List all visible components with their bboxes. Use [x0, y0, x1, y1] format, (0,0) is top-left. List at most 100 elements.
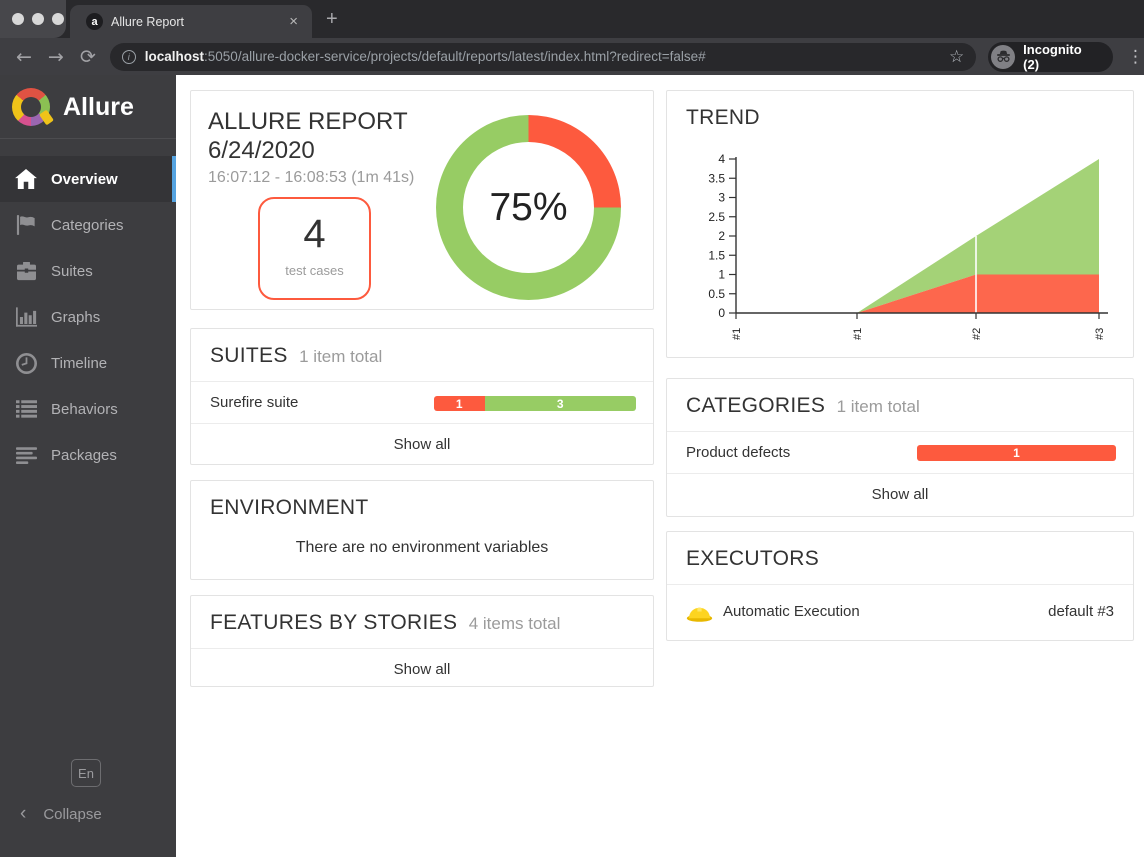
suites-subtitle: 1 item total — [299, 347, 383, 366]
report-date: 6/24/2020 — [208, 137, 315, 165]
features-show-all-link[interactable]: Show all — [191, 648, 653, 689]
browser-tab[interactable]: a Allure Report × — [70, 5, 312, 38]
executors-card: EXECUTORS Automatic Execution default #3 — [666, 531, 1134, 641]
svg-text:4: 4 — [718, 152, 725, 166]
allure-logo-icon — [12, 88, 50, 126]
sidebar-item-behaviors[interactable]: Behaviors — [0, 386, 176, 432]
incognito-badge: Incognito (2) — [988, 41, 1113, 72]
executors-title: EXECUTORS — [686, 547, 820, 570]
briefcase-icon — [14, 259, 38, 283]
sidebar-item-label: Graphs — [51, 308, 101, 326]
sidebar-item-label: Packages — [51, 446, 117, 464]
environment-title: ENVIRONMENT — [210, 496, 369, 519]
refresh-icon[interactable]: ⟳ — [79, 45, 96, 68]
address-bar[interactable]: i localhost:5050/allure-docker-service/p… — [109, 42, 977, 71]
trend-header: TREND — [667, 91, 1133, 143]
language-button[interactable]: En — [71, 759, 101, 787]
trend-card: TREND 0 0.5 1 1.5 2 2.5 3 3.5 4 #1 #1 #2 #3 — [666, 90, 1134, 358]
new-tab-button[interactable]: + — [326, 8, 338, 30]
test-cases-box[interactable]: 4 test cases — [258, 197, 371, 300]
maximize-window-button[interactable] — [52, 13, 64, 25]
forward-icon[interactable]: → — [47, 45, 64, 68]
report-duration: 16:07:12 - 16:08:53 (1m 41s) — [208, 168, 415, 186]
sidebar-nav: Overview Categories Suites Graphs Timeline Be… — [0, 156, 176, 478]
page-info-icon[interactable]: i — [121, 49, 136, 64]
test-cases-count: 4 — [303, 212, 326, 256]
categories-rows: Product defects 1 — [667, 431, 1133, 473]
categories-show-all-link[interactable]: Show all — [667, 473, 1133, 514]
categories-title: CATEGORIES — [686, 394, 826, 417]
features-card: FEATURES BY STORIES 4 items total Show a… — [190, 595, 654, 687]
main-content: ALLURE REPORT 6/24/2020 16:07:12 - 16:08… — [176, 75, 1144, 857]
test-cases-label: test cases — [285, 263, 344, 278]
sidebar-item-overview[interactable]: Overview — [0, 156, 176, 202]
close-window-button[interactable] — [12, 13, 24, 25]
passed-segment: 3 — [484, 396, 636, 411]
sidebar-item-categories[interactable]: Categories — [0, 202, 176, 248]
incognito-label: Incognito (2) — [1023, 41, 1082, 72]
executor-row[interactable]: Automatic Execution default #3 — [667, 584, 1133, 638]
url-host: localhost — [144, 49, 205, 64]
executor-name: Automatic Execution — [723, 603, 860, 620]
tab-close-icon[interactable]: × — [289, 13, 298, 30]
sidebar-item-label: Overview — [51, 170, 118, 188]
suites-header: SUITES 1 item total — [191, 329, 653, 381]
pass-rate-percent: 75% — [489, 185, 568, 229]
svg-text:0: 0 — [718, 306, 725, 320]
report-titles: ALLURE REPORT 6/24/2020 16:07:12 - 16:08… — [208, 107, 414, 187]
svg-text:#1: #1 — [852, 328, 864, 340]
report-card: ALLURE REPORT 6/24/2020 16:07:12 - 16:08… — [190, 90, 654, 310]
svg-text:2: 2 — [718, 229, 725, 243]
window-controls — [0, 0, 66, 38]
sidebar-item-label: Timeline — [51, 354, 108, 372]
environment-empty-text: There are no environment variables — [295, 539, 549, 556]
features-header: FEATURES BY STORIES 4 items total — [191, 596, 653, 648]
hard-hat-icon — [686, 607, 713, 622]
suites-title: SUITES — [210, 344, 288, 367]
svg-text:3.5: 3.5 — [708, 171, 725, 185]
executor-build: default #3 — [1048, 603, 1114, 620]
collapse-button[interactable]: ‹ Collapse — [0, 803, 102, 825]
clock-icon — [14, 351, 38, 375]
browser-menu-icon[interactable]: ⋮ — [1127, 46, 1144, 67]
failed-segment: 1 — [917, 445, 1116, 461]
chart-icon — [14, 305, 38, 329]
pass-rate-donut-chart[interactable]: 75% — [436, 115, 621, 300]
features-subtitle: 4 items total — [468, 614, 561, 633]
sidebar-item-graphs[interactable]: Graphs — [0, 294, 176, 340]
executors-header: EXECUTORS — [667, 532, 1133, 584]
suites-card: SUITES 1 item total Surefire suite 1 3 Sho… — [190, 328, 654, 465]
back-icon[interactable]: ← — [16, 45, 32, 68]
browser-toolbar: ← → ⟳ i localhost:5050/allure-docker-ser… — [0, 38, 1144, 75]
features-title: FEATURES BY STORIES — [210, 611, 458, 634]
sidebar: Allure Overview Categories Suites Graphs Tim… — [0, 75, 176, 857]
brand: Allure — [0, 75, 176, 139]
align-icon — [14, 443, 38, 467]
chevron-left-icon: ‹ — [20, 803, 27, 824]
sidebar-item-timeline[interactable]: Timeline — [0, 340, 176, 386]
suite-row[interactable]: Surefire suite 1 3 — [191, 381, 653, 423]
sidebar-item-suites[interactable]: Suites — [0, 248, 176, 294]
suites-show-all-link[interactable]: Show all — [191, 423, 653, 464]
categories-card: CATEGORIES 1 item total Product defects 1… — [666, 378, 1134, 517]
trend-area-chart[interactable]: 0 0.5 1 1.5 2 2.5 3 3.5 4 #1 #1 #2 #3 — [667, 137, 1135, 355]
trend-title: TREND — [686, 106, 760, 129]
donut-hole: 75% — [463, 142, 594, 273]
home-icon — [14, 167, 38, 191]
bookmark-star-icon[interactable]: ☆ — [948, 46, 965, 67]
suite-name: Surefire suite — [210, 394, 299, 411]
svg-text:2.5: 2.5 — [708, 210, 725, 224]
flag-icon — [14, 213, 38, 237]
svg-text:3: 3 — [718, 191, 725, 205]
incognito-icon — [991, 44, 1016, 69]
executors-rows: Automatic Execution default #3 — [667, 584, 1133, 638]
category-row[interactable]: Product defects 1 — [667, 431, 1133, 473]
svg-text:1: 1 — [718, 268, 725, 282]
list-icon — [14, 397, 38, 421]
sidebar-item-packages[interactable]: Packages — [0, 432, 176, 478]
svg-text:#2: #2 — [971, 328, 983, 340]
minimize-window-button[interactable] — [32, 13, 44, 25]
browser-tab-strip: a Allure Report × + — [0, 0, 1144, 38]
